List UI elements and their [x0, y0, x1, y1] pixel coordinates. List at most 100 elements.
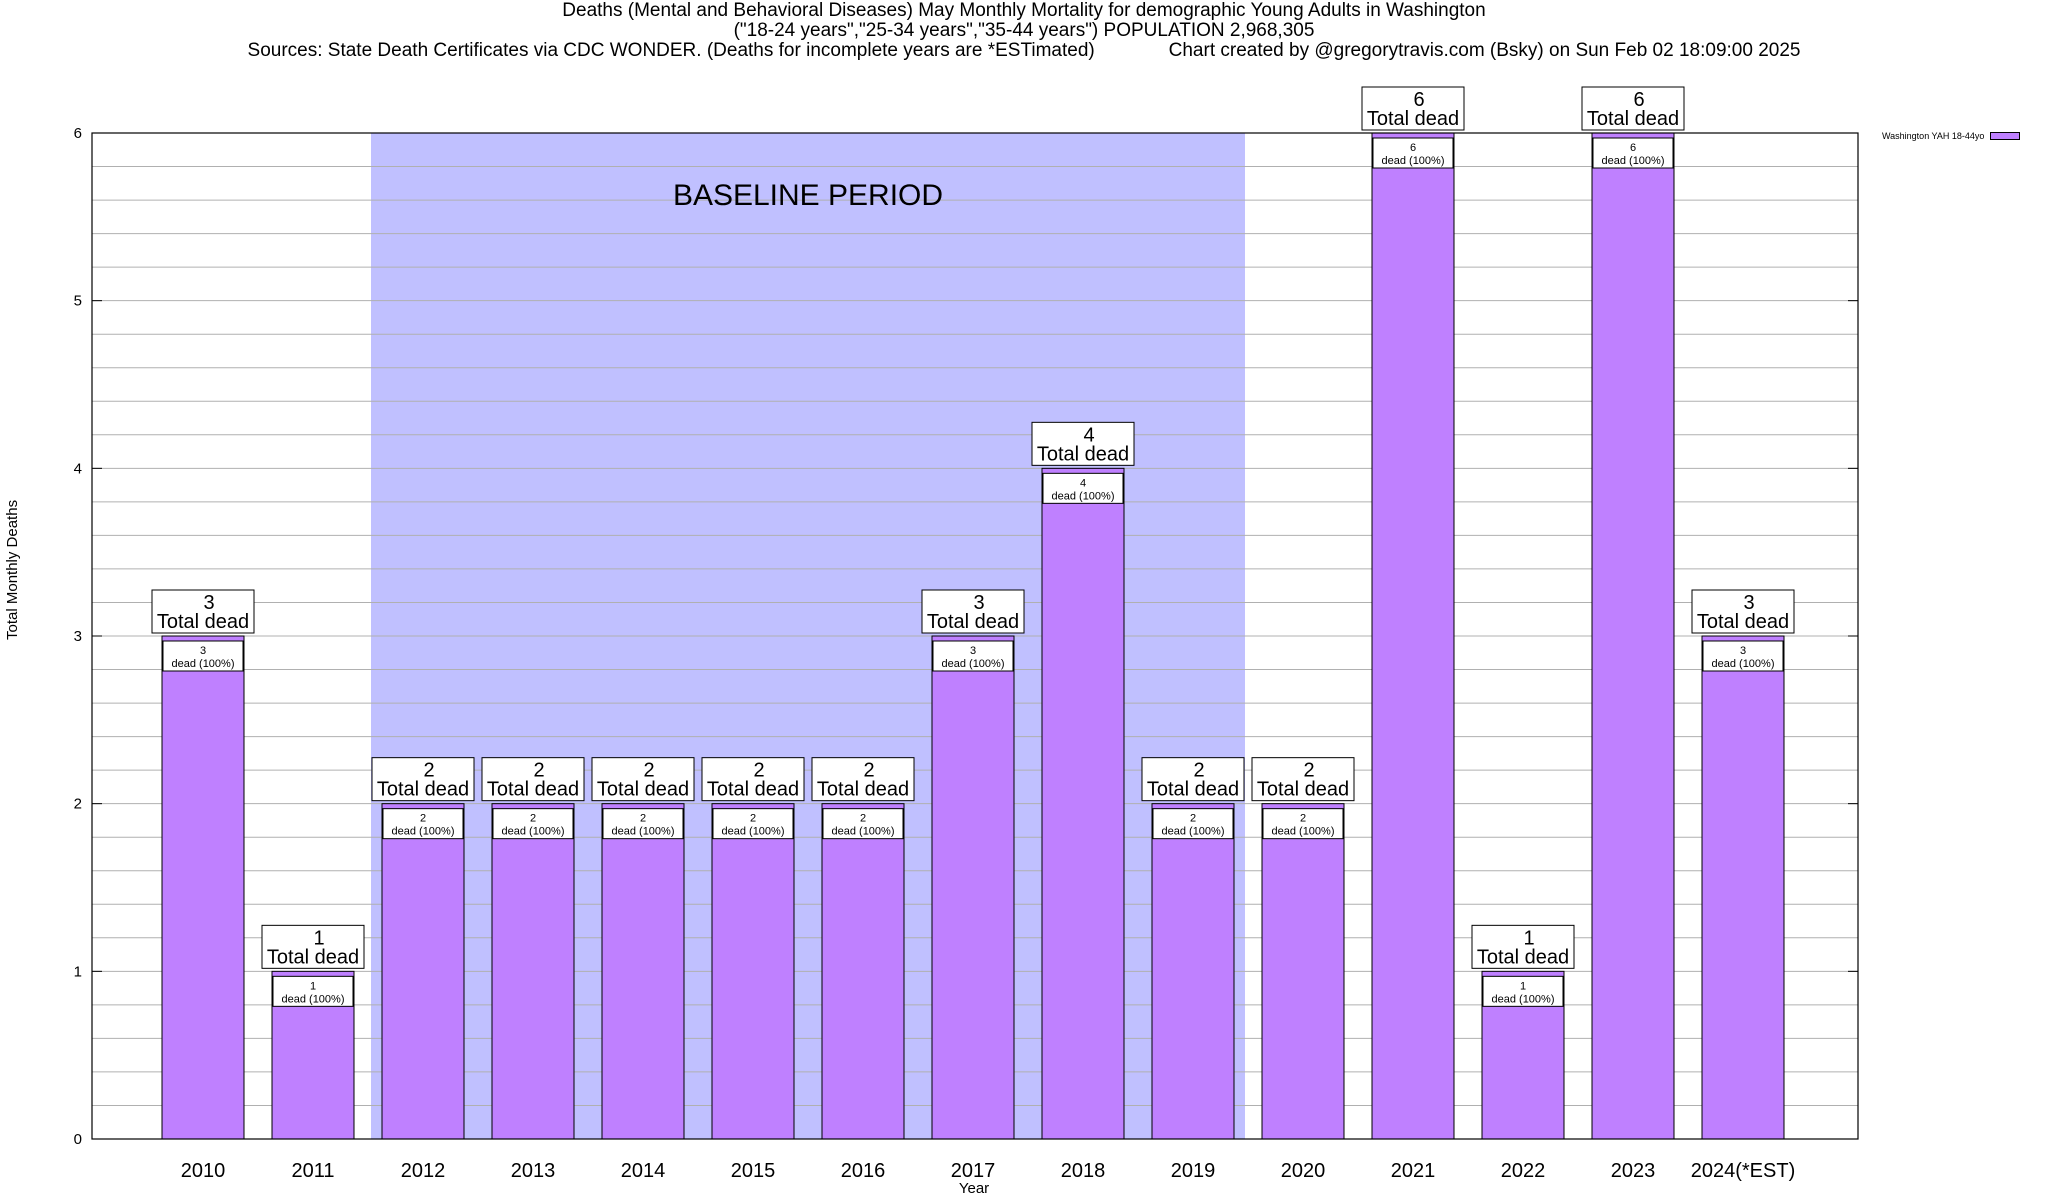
bar-inner-value: 6	[1630, 142, 1636, 154]
bar-inner-value: 4	[1080, 477, 1086, 489]
bar-inner-value: 2	[530, 813, 536, 825]
bar-inner-value: 3	[970, 645, 976, 657]
bar-inner-value: 3	[200, 645, 206, 657]
bar-total-value: 2	[1303, 760, 1314, 782]
x-tick-label: 2012	[401, 1160, 446, 1182]
bar-inner-value: 2	[1300, 813, 1306, 825]
bar-inner-label-box	[492, 808, 574, 840]
bar-inner-label: dead (100%)	[172, 658, 235, 670]
bar-total-value: 2	[423, 760, 434, 782]
bar-inner-label: dead (100%)	[832, 826, 895, 838]
bar-inner-label-box	[272, 975, 354, 1007]
y-tick-label: 1	[74, 963, 82, 980]
x-tick-label: 2021	[1391, 1160, 1436, 1182]
bar-inner-label-box	[162, 640, 244, 672]
legend-swatch	[1990, 132, 2021, 140]
bar	[1151, 803, 1235, 1140]
bar-inner-value: 2	[420, 813, 426, 825]
x-axis-label: Year	[958, 1180, 990, 1197]
bar-total-label: Total dead	[597, 779, 689, 801]
bar-total-label: Total dead	[927, 611, 1019, 633]
legend: Washington YAH 18-44yo	[1882, 131, 2021, 141]
bar-total-label-box	[591, 757, 695, 802]
bar-total-label-box	[1471, 924, 1575, 969]
bar-total-value: 6	[1633, 89, 1644, 111]
bar-total-label-box	[1251, 757, 1355, 802]
y-tick-label: 2	[74, 796, 82, 813]
bar-total-value: 2	[533, 760, 544, 782]
chart-source-line: Sources: State Death Certificates via CD…	[247, 40, 1801, 61]
bar-inner-label-box	[822, 808, 904, 840]
bar-total-label: Total dead	[1697, 611, 1789, 633]
bar-inner-label-box	[1262, 808, 1344, 840]
bar-total-value: 3	[203, 592, 214, 614]
bar-inner-value: 1	[1520, 980, 1526, 992]
bar-total-label-box	[1361, 86, 1465, 131]
x-tick-label: 2020	[1281, 1160, 1326, 1182]
bar-total-value: 3	[973, 592, 984, 614]
bar	[1701, 635, 1785, 1140]
bar-inner-label-box	[382, 808, 464, 840]
bar-total-label-box	[1581, 86, 1685, 131]
baseline-label: BASELINE PERIOD	[673, 179, 943, 212]
chart-title: Deaths (Mental and Behavioral Diseases) …	[562, 0, 1486, 21]
bar-inner-value: 2	[640, 813, 646, 825]
y-tick-label: 4	[74, 460, 82, 477]
bar	[1371, 132, 1455, 1140]
bar-total-label: Total dead	[817, 779, 909, 801]
bar-total-label: Total dead	[157, 611, 249, 633]
bar-inner-label-box	[1372, 137, 1454, 169]
bar-inner-label: dead (100%)	[1712, 658, 1775, 670]
bar-total-label-box	[261, 924, 365, 969]
x-tick-label: 2015	[731, 1160, 776, 1182]
bar-total-label: Total dead	[1367, 108, 1459, 130]
bar-total-label-box	[921, 589, 1025, 634]
bar	[931, 635, 1015, 1140]
x-tick-label: 2013	[511, 1160, 556, 1182]
x-tick-label: 2014	[621, 1160, 666, 1182]
bar-inner-label: dead (100%)	[722, 826, 785, 838]
bar-inner-label: dead (100%)	[502, 826, 565, 838]
bar-total-value: 1	[1523, 927, 1534, 949]
x-tick-label: 2011	[291, 1160, 334, 1182]
bar-total-label-box	[701, 757, 805, 802]
bar-total-value: 3	[1743, 592, 1754, 614]
bar-total-label-box	[811, 757, 915, 802]
y-tick-label: 3	[74, 628, 82, 645]
y-tick-label: 5	[74, 293, 82, 310]
bar-total-label-box	[1691, 589, 1795, 634]
bar-total-label-box	[481, 757, 585, 802]
bar-total-label-box	[1141, 757, 1245, 802]
bar-inner-label-box	[602, 808, 684, 840]
bar-inner-label: dead (100%)	[1162, 826, 1225, 838]
bar-total-value: 2	[643, 760, 654, 782]
bar-inner-label-box	[1702, 640, 1784, 672]
bar-total-value: 6	[1413, 89, 1424, 111]
bar-inner-label: dead (100%)	[942, 658, 1005, 670]
bar	[821, 803, 905, 1140]
bar	[381, 803, 465, 1140]
bar-inner-value: 3	[1740, 645, 1746, 657]
bar	[491, 803, 575, 1140]
x-tick-label: 2017	[951, 1160, 996, 1182]
x-tick-label: 2022	[1501, 1160, 1546, 1182]
chart-subtitle: ("18-24 years","25-34 years","35-44 year…	[733, 20, 1315, 41]
bar-total-label: Total dead	[1587, 108, 1679, 130]
bar-total-label-box	[151, 589, 255, 634]
bar-inner-label-box	[1152, 808, 1234, 840]
x-tick-label: 2016	[841, 1160, 886, 1182]
bar-inner-label-box	[932, 640, 1014, 672]
bar-total-label: Total dead	[1477, 946, 1569, 968]
bar-inner-label-box	[1042, 472, 1124, 504]
bar-total-value: 2	[1193, 760, 1204, 782]
bar-inner-label: dead (100%)	[612, 826, 675, 838]
bar-total-label: Total dead	[1147, 779, 1239, 801]
bar-inner-label: dead (100%)	[1492, 993, 1555, 1005]
bar-inner-label-box	[1592, 137, 1674, 169]
bar-total-label-box	[371, 757, 475, 802]
bar-inner-label: dead (100%)	[1382, 155, 1445, 167]
bar-total-value: 2	[753, 760, 764, 782]
bar-total-label: Total dead	[267, 946, 359, 968]
bar-inner-label-box	[1482, 975, 1564, 1007]
